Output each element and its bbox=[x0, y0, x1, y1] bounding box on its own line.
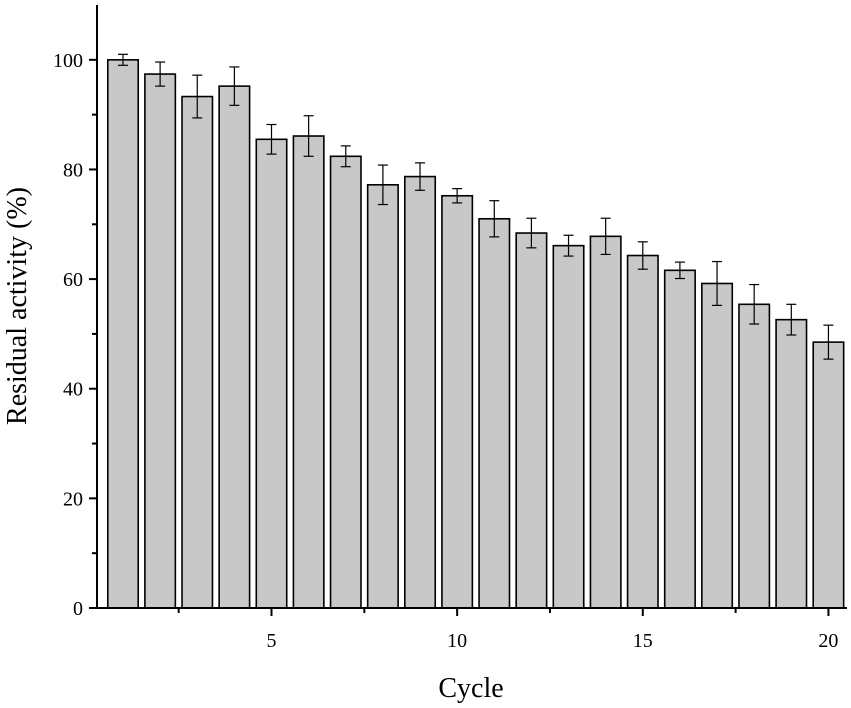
error-bar-cycle-17 bbox=[712, 260, 723, 307]
error-bar-cycle-11 bbox=[489, 200, 500, 238]
error-bar-cycle-13 bbox=[563, 234, 574, 257]
bar-cycle-11 bbox=[478, 217, 511, 609]
x-tick-label-10: 10 bbox=[447, 630, 467, 652]
y-tick-label-40: 40 bbox=[63, 379, 83, 401]
bar-cycle-17 bbox=[701, 282, 734, 609]
bar-cycle-4 bbox=[218, 85, 251, 609]
error-bar-cycle-4 bbox=[229, 66, 240, 106]
y-tick-label-80: 80 bbox=[63, 159, 83, 181]
error-bar-cycle-14 bbox=[600, 217, 611, 256]
y-tick-label-60: 60 bbox=[63, 269, 83, 291]
error-bars-group bbox=[117, 53, 834, 360]
bar-cycle-15 bbox=[626, 254, 659, 609]
error-bar-cycle-12 bbox=[526, 217, 537, 249]
error-bar-cycle-6 bbox=[303, 115, 314, 157]
error-bar-cycle-18 bbox=[749, 283, 760, 325]
bar-cycle-20 bbox=[812, 341, 845, 609]
y-tick-label-0: 0 bbox=[73, 598, 83, 620]
bar-cycle-3 bbox=[181, 95, 214, 609]
error-bar-cycle-10 bbox=[452, 188, 463, 204]
bar-cycle-5 bbox=[255, 138, 288, 609]
y-tick-label-100: 100 bbox=[53, 50, 83, 72]
error-bar-cycle-19 bbox=[786, 303, 797, 336]
error-bar-cycle-7 bbox=[340, 145, 351, 168]
bar-cycle-19 bbox=[775, 318, 808, 609]
error-bar-cycle-9 bbox=[415, 162, 426, 191]
bar-cycle-18 bbox=[738, 303, 771, 609]
error-bar-cycle-20 bbox=[823, 324, 834, 360]
y-tick-label-20: 20 bbox=[63, 488, 83, 510]
y-axis-ticks: 0 20 40 60 80 100 bbox=[53, 50, 97, 620]
bar-cycle-13 bbox=[552, 244, 585, 609]
bars-group bbox=[106, 59, 845, 609]
bar-cycle-14 bbox=[589, 235, 622, 609]
error-bar-cycle-1 bbox=[117, 53, 128, 66]
bar-cycle-2 bbox=[144, 73, 177, 609]
x-axis-ticks: 5 10 15 20 bbox=[177, 608, 838, 652]
bar-cycle-12 bbox=[515, 232, 548, 609]
x-tick-label-5: 5 bbox=[267, 630, 277, 652]
error-bar-cycle-5 bbox=[266, 123, 277, 155]
bar-cycle-10 bbox=[441, 194, 474, 609]
error-bar-cycle-8 bbox=[377, 164, 388, 206]
error-bar-cycle-16 bbox=[674, 261, 685, 280]
x-tick-label-15: 15 bbox=[633, 630, 653, 652]
bar-cycle-1 bbox=[106, 59, 140, 609]
error-bar-cycle-2 bbox=[155, 61, 166, 87]
bar-cycle-6 bbox=[292, 135, 325, 609]
bar-cycle-7 bbox=[329, 155, 362, 609]
x-tick-label-20: 20 bbox=[818, 630, 838, 652]
bar-cycle-8 bbox=[366, 184, 399, 609]
x-axis-title: Cycle bbox=[438, 673, 503, 704]
y-axis-title: Residual activity (%) bbox=[2, 187, 33, 425]
bar-cycle-9 bbox=[403, 175, 437, 609]
error-bar-cycle-3 bbox=[192, 74, 203, 119]
error-bar-cycle-15 bbox=[637, 241, 648, 270]
bar-cycle-16 bbox=[663, 269, 696, 609]
